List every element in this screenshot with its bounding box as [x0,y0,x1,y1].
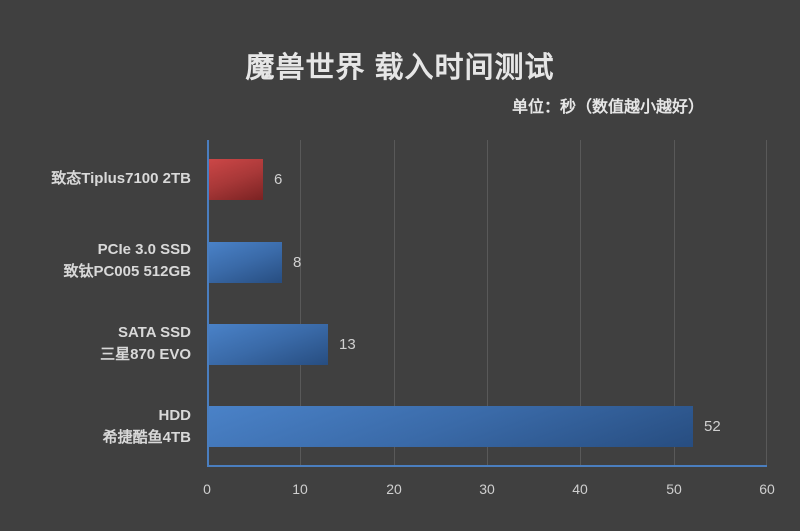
value-label: 6 [274,171,283,188]
value-label: 13 [339,336,356,353]
chart-title: 魔兽世界 载入时间测试 [245,52,555,84]
bar-hdd [209,406,693,447]
chart-subtitle: 单位：秒（数值越小越好） [512,99,705,116]
category-label-pc005: PCIe 3.0 SSD 致钛PC005 512GB [63,241,191,280]
category-label-870evo: SATA SSD 三星870 EVO [100,324,191,363]
bar-pc005 [209,242,282,283]
gridline-50 [674,140,675,467]
x-tick-label: 0 [203,481,211,497]
bar-tiplus7100 [209,159,263,200]
gridline-30 [487,140,488,467]
x-tick-label: 50 [666,481,682,497]
gridline-10 [300,140,301,467]
bar-870evo [209,324,328,365]
x-tick-label: 30 [479,481,495,497]
gridline-60 [766,140,767,467]
value-label: 8 [293,254,302,271]
x-tick-label: 20 [386,481,402,497]
plot-area: 6 8 13 52 [207,140,767,467]
x-axis-line [207,465,767,467]
x-tick-label: 60 [759,481,775,497]
category-label-hdd: HDD 希捷酷鱼4TB [102,407,191,446]
gridline-20 [394,140,395,467]
value-label: 52 [704,418,721,435]
category-label-tiplus7100: 致态Tiplus7100 2TB [51,170,191,187]
gridline-40 [580,140,581,467]
x-tick-label: 10 [292,481,308,497]
y-axis-line [207,140,209,467]
x-tick-label: 40 [572,481,588,497]
